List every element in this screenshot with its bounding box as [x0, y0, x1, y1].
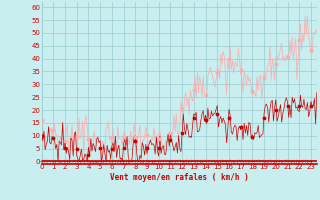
X-axis label: Vent moyen/en rafales ( km/h ): Vent moyen/en rafales ( km/h ) [110, 173, 249, 182]
